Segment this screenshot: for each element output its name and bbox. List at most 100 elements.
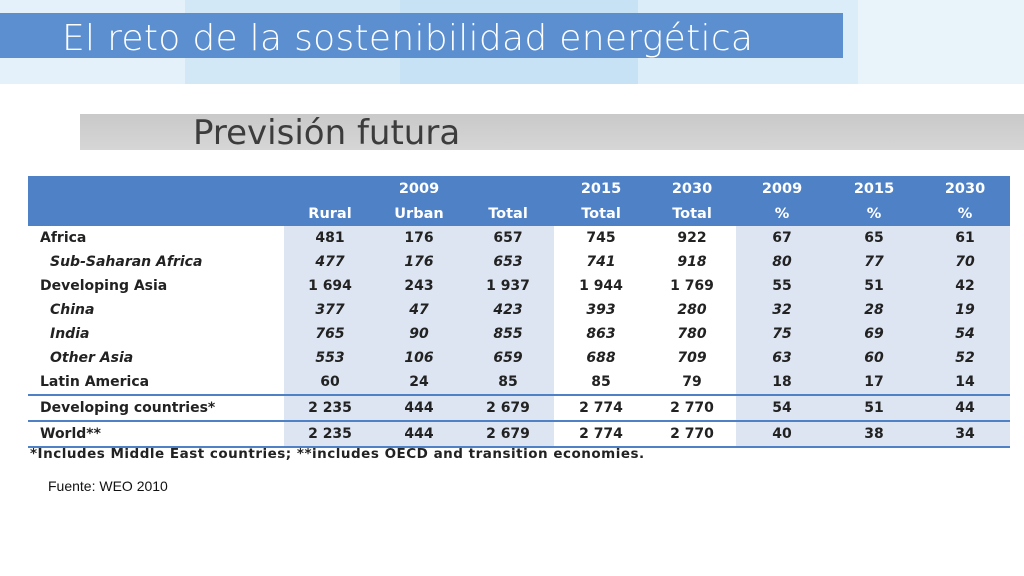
table-cell: 106 xyxy=(376,346,462,370)
table-cell: 2 770 xyxy=(648,420,736,448)
table-cell: 745 xyxy=(554,226,648,250)
row-label: Developing Asia xyxy=(28,274,284,298)
table-cell: 28 xyxy=(828,298,920,322)
header-cell xyxy=(28,201,284,226)
table-cell: 38 xyxy=(828,420,920,448)
row-label: Latin America xyxy=(28,370,284,395)
table-cell: 77 xyxy=(828,250,920,274)
header-cell xyxy=(284,176,376,201)
table-row: World** 2 235 444 2 679 2 774 2 770 40 3… xyxy=(28,420,1010,448)
header-cell: 2009 xyxy=(376,176,462,201)
table-cell: 653 xyxy=(462,250,554,274)
row-label: Developing countries* xyxy=(28,394,284,421)
header-cell: Urban xyxy=(376,201,462,226)
row-label: China xyxy=(28,298,284,322)
table-cell: 54 xyxy=(920,322,1010,346)
table-row: Developing Asia 1 694 243 1 937 1 944 1 … xyxy=(28,274,1010,298)
table-cell: 444 xyxy=(376,420,462,448)
table-row: Developing countries* 2 235 444 2 679 2 … xyxy=(28,394,1010,421)
table-cell: 75 xyxy=(736,322,828,346)
table-cell: 2 235 xyxy=(284,420,376,448)
table-cell: 2 679 xyxy=(462,420,554,448)
row-label: Sub-Saharan Africa xyxy=(28,250,284,274)
header-row-years: 2009 2015 2030 2009 2015 2030 xyxy=(28,176,1010,201)
table-cell: 176 xyxy=(376,250,462,274)
table-cell: 19 xyxy=(920,298,1010,322)
table-row: Africa 481 176 657 745 922 67 65 61 xyxy=(28,226,1010,250)
table-cell: 280 xyxy=(648,298,736,322)
table-footnote: *Includes Middle East countries; **inclu… xyxy=(30,446,645,462)
table-cell: 40 xyxy=(736,420,828,448)
table-row: China 377 47 423 393 280 32 28 19 xyxy=(28,298,1010,322)
table-cell: 14 xyxy=(920,370,1010,395)
table-cell: 2 774 xyxy=(554,394,648,421)
slide-title: El reto de la sostenibilidad energética xyxy=(62,18,754,59)
table-cell: 79 xyxy=(648,370,736,395)
subtitle-bar xyxy=(80,114,1024,150)
table-cell: 444 xyxy=(376,394,462,421)
table-cell: 741 xyxy=(554,250,648,274)
table-cell: 85 xyxy=(462,370,554,395)
table-cell: 61 xyxy=(920,226,1010,250)
table-cell: 1 694 xyxy=(284,274,376,298)
header-tile xyxy=(858,0,1024,84)
header-cell: % xyxy=(828,201,920,226)
table-cell: 1 769 xyxy=(648,274,736,298)
table-cell: 477 xyxy=(284,250,376,274)
table-cell: 709 xyxy=(648,346,736,370)
header-cell: 2030 xyxy=(920,176,1010,201)
header-cell: 2015 xyxy=(828,176,920,201)
table-cell: 780 xyxy=(648,322,736,346)
table-cell: 1 944 xyxy=(554,274,648,298)
header-cell: Total xyxy=(648,201,736,226)
table-cell: 659 xyxy=(462,346,554,370)
table-cell: 70 xyxy=(920,250,1010,274)
table-cell: 63 xyxy=(736,346,828,370)
row-label: World** xyxy=(28,420,284,448)
table-cell: 2 235 xyxy=(284,394,376,421)
electricity-access-table: 2009 2015 2030 2009 2015 2030 Rural Urba… xyxy=(28,176,1010,448)
title-bar xyxy=(0,13,843,58)
table-cell: 863 xyxy=(554,322,648,346)
header-cell: % xyxy=(736,201,828,226)
header-cell xyxy=(462,176,554,201)
header-cell: 2009 xyxy=(736,176,828,201)
table-cell: 2 770 xyxy=(648,394,736,421)
table-cell: 42 xyxy=(920,274,1010,298)
table-cell: 44 xyxy=(920,394,1010,421)
header-cell: 2030 xyxy=(648,176,736,201)
table-cell: 47 xyxy=(376,298,462,322)
table-cell: 54 xyxy=(736,394,828,421)
table-cell: 52 xyxy=(920,346,1010,370)
table-cell: 51 xyxy=(828,394,920,421)
header-cell: Total xyxy=(554,201,648,226)
table-cell: 51 xyxy=(828,274,920,298)
table-cell: 24 xyxy=(376,370,462,395)
header-cell: 2015 xyxy=(554,176,648,201)
table-row: Latin America 60 24 85 85 79 18 17 14 xyxy=(28,370,1010,395)
table-cell: 922 xyxy=(648,226,736,250)
table-cell: 67 xyxy=(736,226,828,250)
table-cell: 377 xyxy=(284,298,376,322)
table-cell: 55 xyxy=(736,274,828,298)
header-cell: Rural xyxy=(284,201,376,226)
table-row: Sub-Saharan Africa 477 176 653 741 918 8… xyxy=(28,250,1010,274)
table-cell: 176 xyxy=(376,226,462,250)
table-row: India 765 90 855 863 780 75 69 54 xyxy=(28,322,1010,346)
table-cell: 393 xyxy=(554,298,648,322)
row-label: India xyxy=(28,322,284,346)
table-cell: 423 xyxy=(462,298,554,322)
table-cell: 657 xyxy=(462,226,554,250)
header-cell: Total xyxy=(462,201,554,226)
table-cell: 688 xyxy=(554,346,648,370)
row-label: Other Asia xyxy=(28,346,284,370)
table-cell: 481 xyxy=(284,226,376,250)
header-cell xyxy=(28,176,284,201)
table-cell: 80 xyxy=(736,250,828,274)
header-row-columns: Rural Urban Total Total Total % % % xyxy=(28,201,1010,226)
table-cell: 65 xyxy=(828,226,920,250)
table-cell: 18 xyxy=(736,370,828,395)
row-label: Africa xyxy=(28,226,284,250)
table-cell: 765 xyxy=(284,322,376,346)
table-cell: 918 xyxy=(648,250,736,274)
